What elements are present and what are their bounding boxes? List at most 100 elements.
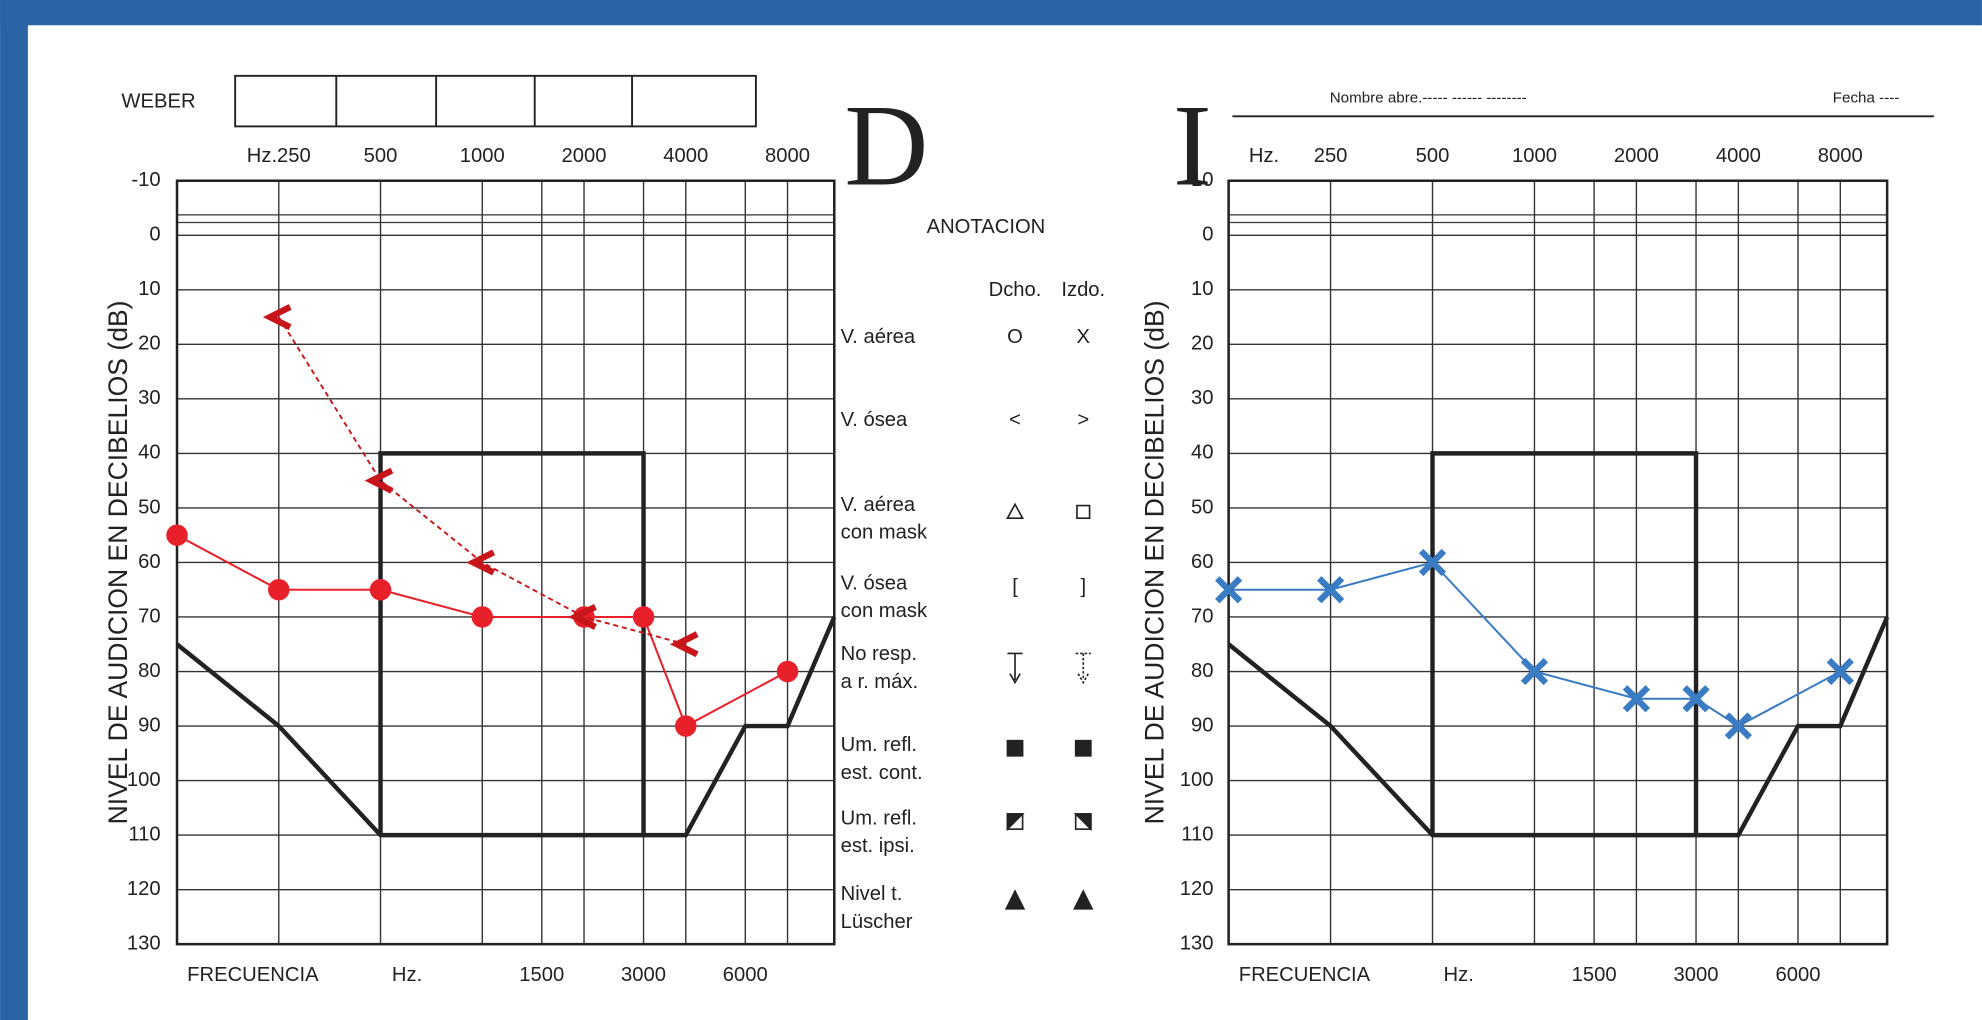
annotation-shapes	[1004, 502, 1094, 910]
y-tick-label: 10	[1191, 278, 1213, 300]
y-tick-label: 40	[138, 442, 161, 464]
y-tick-label: 110	[128, 823, 160, 845]
weber-box	[234, 74, 757, 128]
y-tick-label: 70	[1191, 605, 1213, 627]
y-tick-label: -10	[1184, 169, 1213, 191]
annotation-symbol: <	[1009, 409, 1021, 431]
annotation-label: Nivel t.	[841, 883, 903, 905]
annotation-column: Izdo.	[1061, 279, 1105, 301]
plot-frame	[1227, 179, 1889, 946]
x-tick-label: 2000	[1614, 145, 1659, 167]
weber-label: WEBER	[121, 91, 195, 113]
annotation-label: Lüscher	[841, 911, 913, 933]
y-tick-label: 90	[1191, 714, 1213, 736]
x-tick-label: 500	[1416, 145, 1450, 167]
reference-outline	[175, 616, 837, 838]
annotation-label: a r. máx.	[841, 671, 919, 693]
air-marker	[268, 578, 290, 601]
annotation-symbol: O	[1007, 326, 1023, 348]
annotation-label: V. ósea	[841, 409, 908, 431]
y-tick-label: 0	[1202, 224, 1213, 246]
air-marker	[166, 524, 188, 546]
reference-outline	[1227, 616, 1890, 838]
bone-marker	[669, 631, 699, 658]
y-tick-label: -10	[131, 169, 160, 191]
x-tick-label: 8000	[1818, 145, 1863, 167]
y-tick-label: 50	[138, 496, 161, 518]
x-tick-label: 3000	[1674, 964, 1719, 986]
y-tick-label: 110	[1181, 823, 1213, 845]
y-tick-label: 130	[127, 933, 161, 955]
annotation-column: Dcho.	[989, 279, 1042, 301]
cross-marker	[1826, 657, 1854, 686]
x-tick-label: 250	[1314, 145, 1348, 167]
data-line	[176, 534, 789, 728]
annotation-label: con mask	[841, 522, 928, 544]
data-line	[277, 316, 687, 646]
y-tick-label: 60	[1191, 551, 1213, 573]
y-axis-label: NIVEL DE AUDICION EN DECIBELIOS (dB)	[103, 301, 133, 825]
x-tick-label: 2000	[562, 145, 607, 167]
annotation-label: V. ósea	[841, 572, 908, 594]
y-tick-label: 120	[127, 878, 161, 900]
y-tick-label: 100	[127, 769, 161, 791]
x-tick-label: 4000	[1716, 145, 1761, 167]
y-tick-label: 10	[138, 278, 161, 300]
annotation-symbol: >	[1077, 409, 1089, 431]
annotation-symbol: X	[1077, 326, 1091, 348]
x-axis-label: FRECUENCIA	[187, 964, 319, 986]
x-tick-label: 500	[364, 145, 398, 167]
x-axis-label: FRECUENCIA	[1239, 964, 1371, 986]
y-tick-label: 30	[1191, 387, 1213, 409]
cross-marker	[1418, 548, 1447, 577]
cross-marker	[1316, 576, 1345, 604]
x-tick-label: 1500	[519, 964, 564, 986]
side-letter: D	[844, 82, 928, 211]
y-tick-label: 50	[1191, 496, 1213, 518]
annotation-label: con mask	[841, 600, 928, 622]
x-tick-label: Hz.250	[247, 145, 311, 167]
side-letter: I	[1173, 82, 1212, 211]
y-tick-label: 130	[1180, 933, 1214, 955]
y-axis-label: NIVEL DE AUDICION EN DECIBELIOS (dB)	[1140, 301, 1170, 825]
y-tick-label: 30	[138, 387, 161, 409]
y-tick-label: 70	[138, 605, 161, 627]
bone-marker	[262, 304, 292, 331]
annotation-symbol: [	[1012, 576, 1018, 598]
y-tick-label: 80	[1191, 660, 1213, 682]
bone-marker	[364, 467, 394, 494]
x-axis-unit: Hz.	[392, 964, 422, 986]
cross-marker	[1215, 576, 1243, 604]
air-marker	[471, 606, 494, 628]
x-tick-label: 8000	[765, 145, 810, 167]
y-tick-label: 0	[149, 224, 160, 246]
plot-frame	[175, 179, 836, 946]
air-marker	[776, 660, 799, 683]
annotation-label: No resp.	[841, 643, 917, 665]
annotation-label: Um. refl.	[841, 734, 917, 756]
x-axis-unit: Hz.	[1443, 964, 1473, 986]
air-marker	[675, 715, 697, 737]
annotation-label: Um. refl.	[841, 807, 917, 829]
cross-marker	[1622, 685, 1651, 713]
hz-label: Hz.	[1249, 145, 1279, 167]
y-tick-label: 60	[138, 551, 161, 573]
y-tick-label: 20	[138, 333, 161, 355]
annotation-label: est. ipsi.	[841, 835, 915, 857]
reference-outline	[378, 451, 646, 836]
annotation-symbol: ]	[1080, 576, 1086, 598]
cross-marker	[1724, 712, 1752, 740]
y-tick-label: 20	[1191, 333, 1213, 355]
x-tick-label: 1500	[1572, 964, 1617, 986]
bone-marker	[466, 549, 496, 576]
left-border	[0, 0, 28, 1020]
annotation-label: V. aérea	[841, 326, 916, 348]
air-marker	[632, 606, 655, 628]
y-tick-label: 120	[1180, 878, 1214, 900]
annotation-label: V. aérea	[841, 494, 916, 516]
x-tick-label: 1000	[460, 145, 505, 167]
annotation-title: ANOTACION	[927, 216, 1046, 238]
